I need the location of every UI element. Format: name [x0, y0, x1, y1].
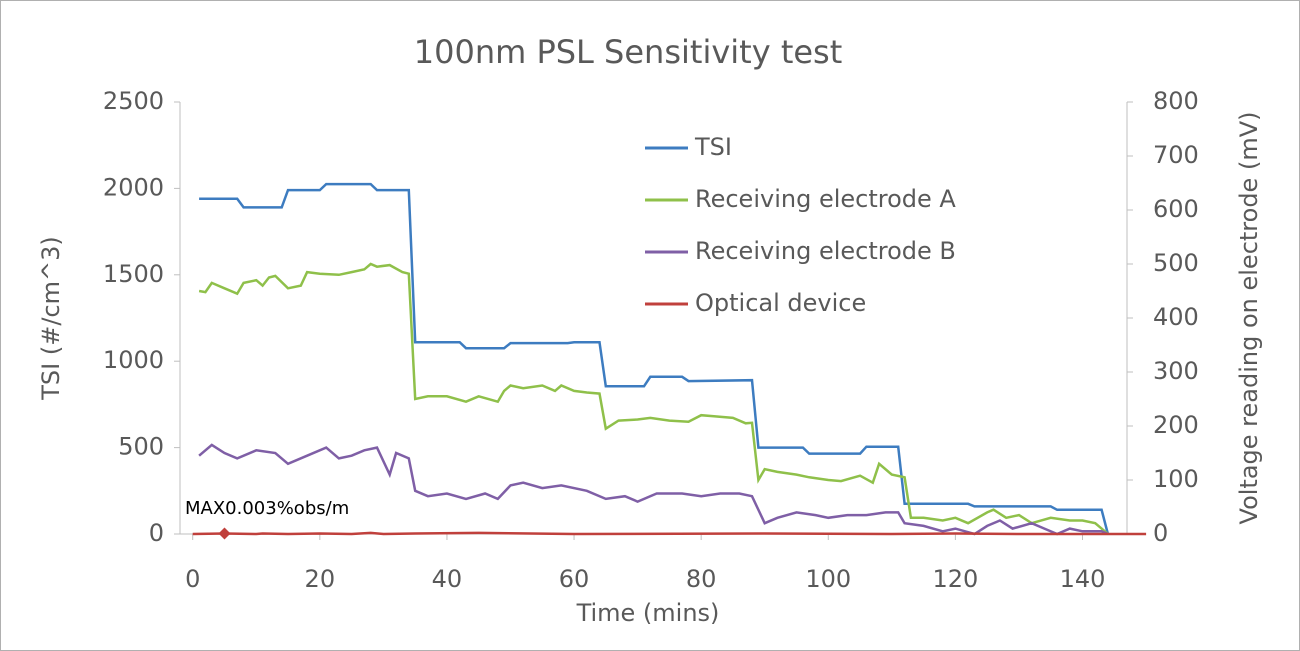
y2-tick-label: 400	[1153, 303, 1199, 331]
x-tick-label: 80	[686, 565, 717, 593]
x-tick-label: 0	[185, 565, 200, 593]
x-tick-label: 40	[432, 565, 463, 593]
y2-tick-label: 800	[1153, 87, 1199, 115]
x-tick-label: 60	[559, 565, 590, 593]
x-tick-label: 20	[305, 565, 336, 593]
legend-label: Optical device	[695, 289, 866, 317]
y-axis-title: TSI (#/cm^3)	[37, 236, 65, 400]
annotation: MAX0.003%obs/m	[185, 498, 349, 519]
y2-tick-label: 300	[1153, 357, 1199, 385]
chart-title: 100nm PSL Sensitivity test	[414, 33, 843, 71]
max-marker	[218, 527, 231, 540]
y-tick-label: 500	[118, 433, 164, 461]
y-tick-label: 2000	[103, 173, 164, 201]
y2-tick-label: 100	[1153, 465, 1199, 493]
y2-tick-label: 600	[1153, 195, 1199, 223]
legend-label: Receiving electrode B	[695, 237, 956, 265]
y2-axis-title: Voltage reading on electrode (mV)	[1235, 112, 1263, 525]
y-tick-label: 0	[149, 519, 164, 547]
x-axis-title: Time (mins)	[576, 599, 720, 627]
y-tick-label: 1500	[103, 260, 164, 288]
x-tick-label: 140	[1060, 565, 1106, 593]
legend-label: TSI	[694, 133, 732, 161]
y-tick-label: 1000	[103, 346, 164, 374]
legend-label: Receiving electrode A	[695, 185, 956, 213]
y2-tick-label: 200	[1153, 411, 1199, 439]
series-line	[192, 531, 1147, 536]
series-line	[198, 262, 1109, 535]
y2-tick-label: 0	[1153, 519, 1168, 547]
series-line	[199, 182, 1110, 535]
y-tick-label: 2500	[103, 87, 164, 115]
x-tick-label: 120	[932, 565, 978, 593]
y2-tick-label: 500	[1153, 249, 1199, 277]
y2-tick-label: 700	[1153, 141, 1199, 169]
x-tick-label: 100	[805, 565, 851, 593]
